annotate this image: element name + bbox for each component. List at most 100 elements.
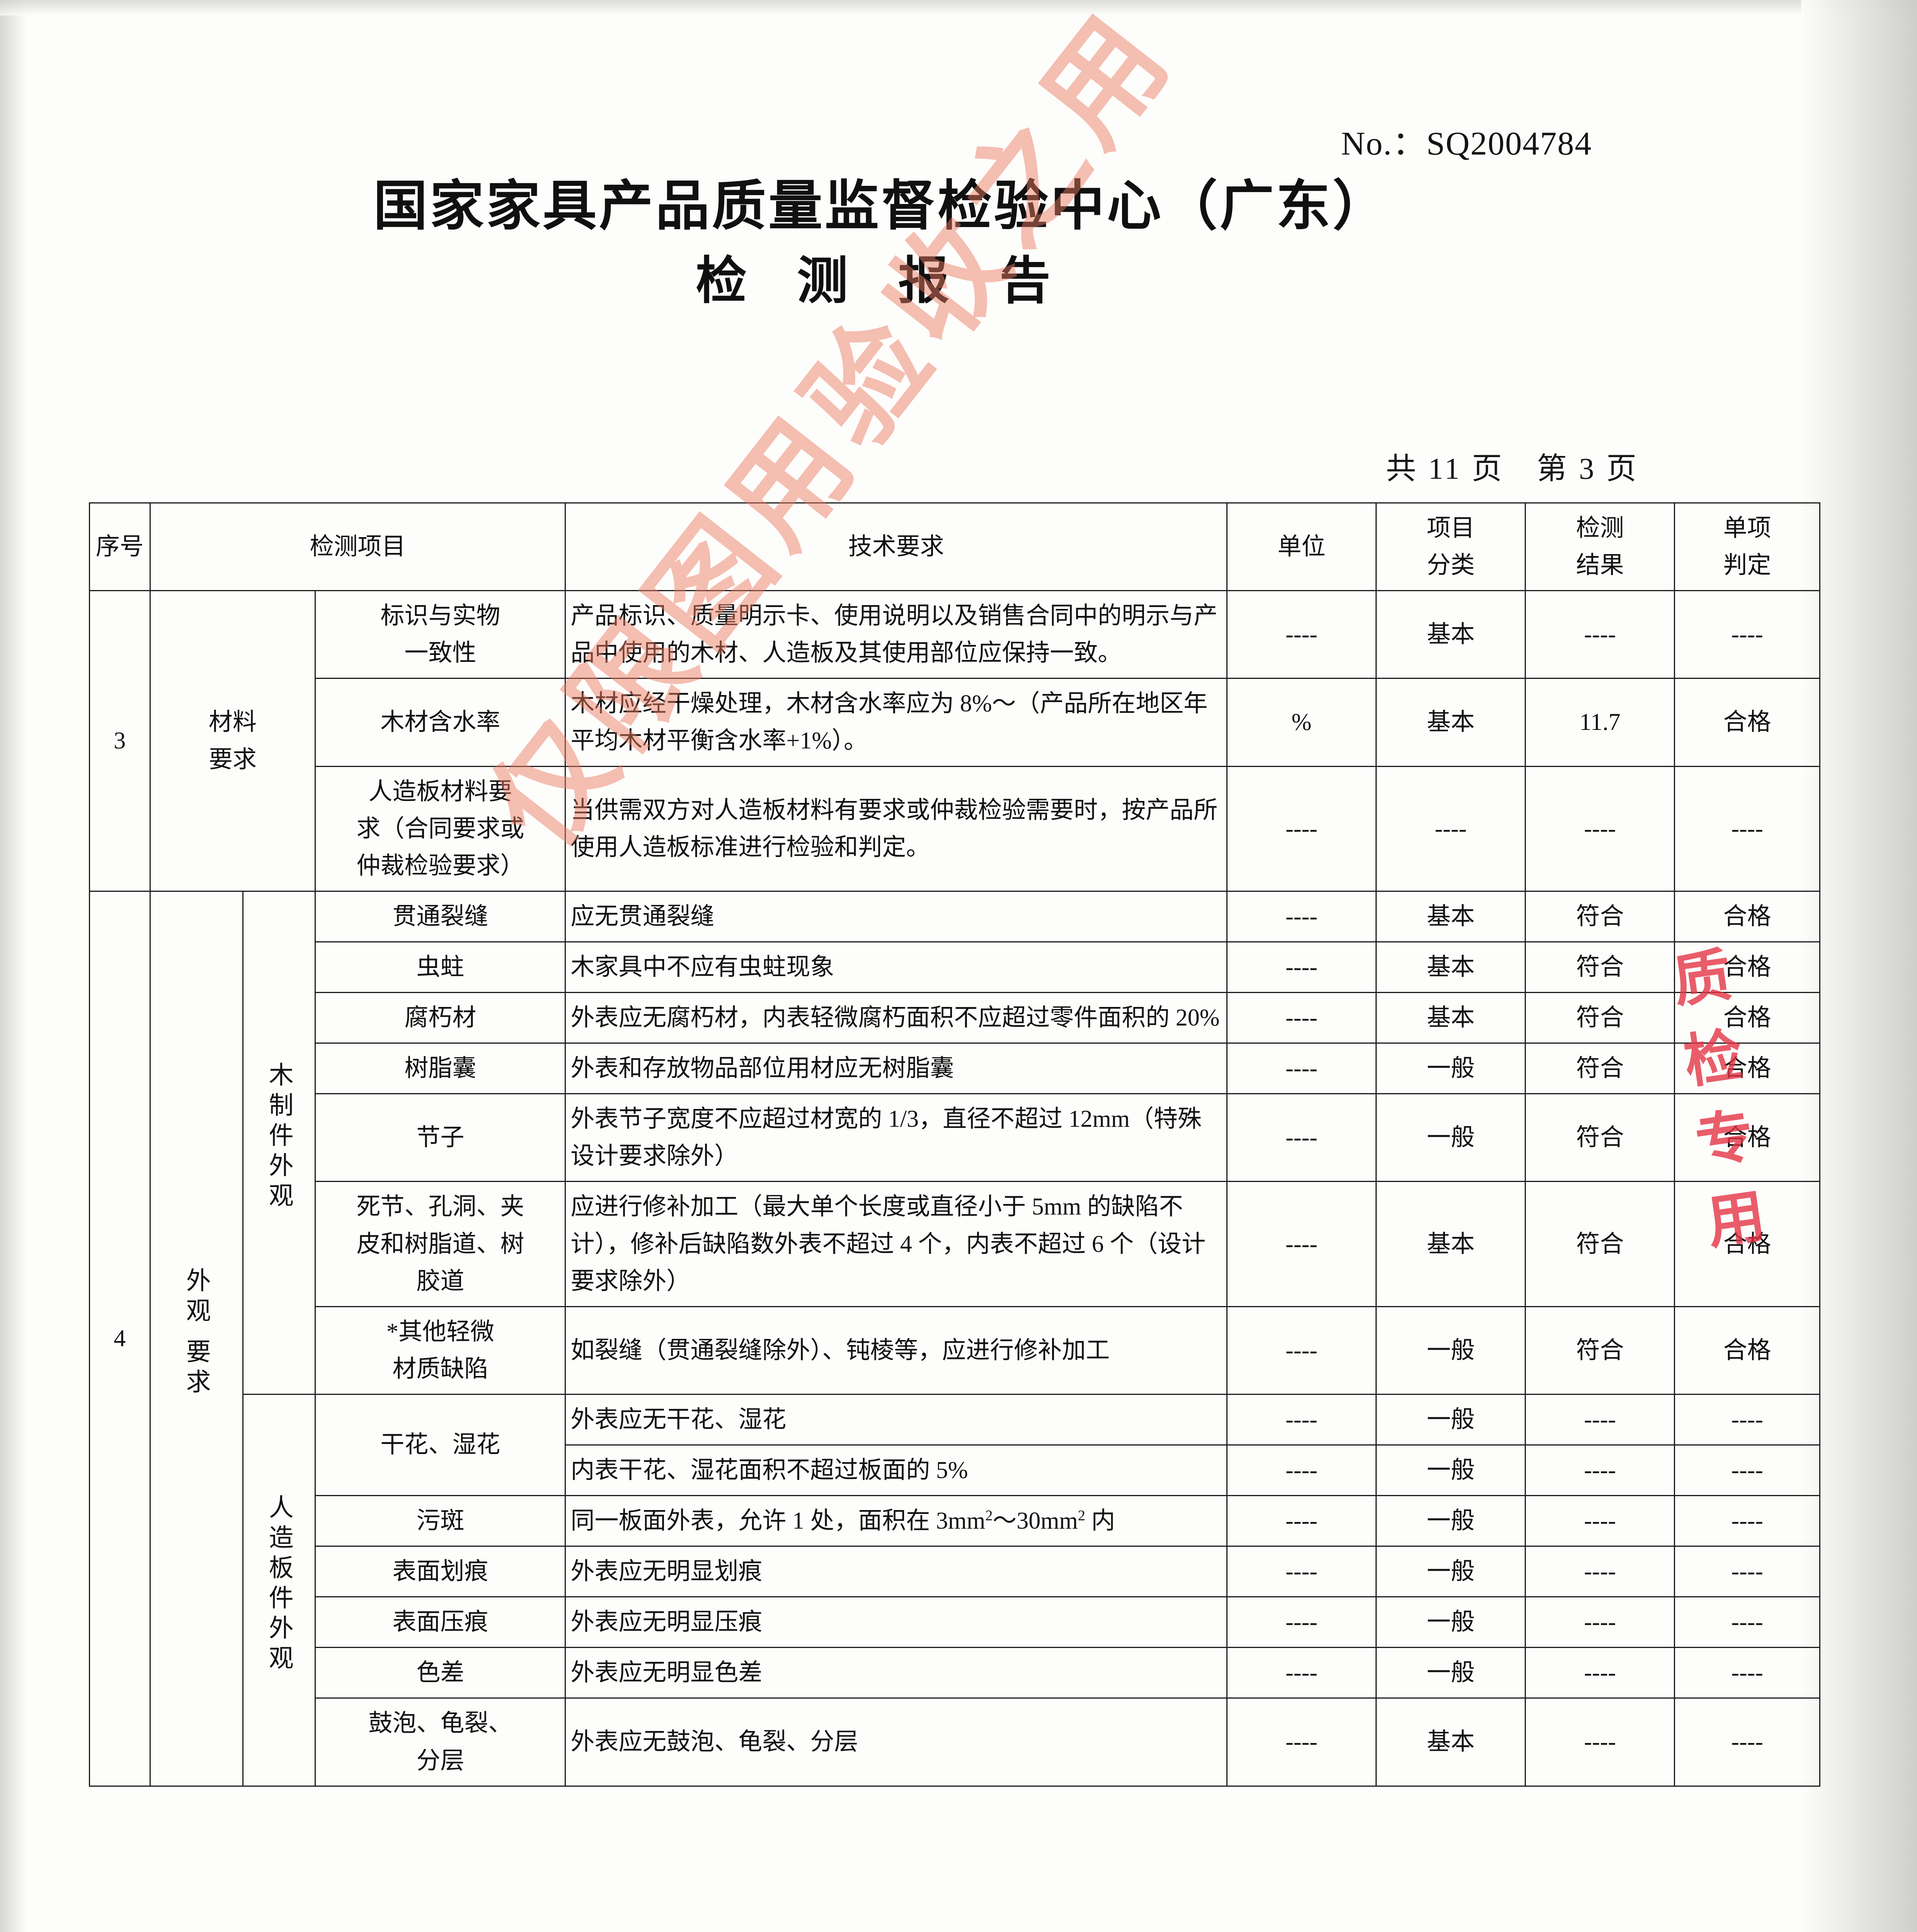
unit-value: ---- [1226, 1546, 1377, 1598]
item-name: 标识与实物 一致性 [315, 590, 566, 679]
class-value: 一般 [1376, 1546, 1526, 1598]
item-name: 表面压痕 [315, 1596, 566, 1648]
table-header-row: 序号 检测项目 技术要求 单位 项目 分类 检测 结果 单项 判定 [89, 502, 1820, 592]
verdict-value: ---- [1674, 1697, 1820, 1787]
item-name: 污斑 [315, 1495, 566, 1547]
item-name: 色差 [315, 1647, 566, 1699]
result-value: 符合 [1525, 1093, 1675, 1182]
table-row: 表面划痕 外表应无明显划痕 ---- 一般 ---- ---- [90, 1546, 1820, 1598]
table-row: 3 材料 要求 标识与实物 一致性 产品标识、质量明示卡、使用说明以及销售合同中… [89, 590, 1820, 892]
requirement-text: 外表应无明显色差 [565, 1647, 1227, 1699]
verdict-value: ---- [1674, 1546, 1820, 1598]
table-row: 树脂囊 外表和存放物品部位用材应无树脂囊 ---- 一般 符合 合格 [90, 1043, 1820, 1095]
requirement-text: 内表干花、湿花面积不超过板面的 5% [565, 1444, 1227, 1497]
inspection-table: 序号 检测项目 技术要求 单位 项目 分类 检测 结果 单项 判定 [89, 502, 1820, 1787]
table-row: 人造板件外观 干花、湿花 外表应无干花、湿花 ---- 一般 ---- ---- [90, 1393, 1820, 1787]
verdict-value: 合格 [1674, 992, 1820, 1044]
section-group-4-label: 外观 [182, 1267, 210, 1328]
table-row: 死节、孔洞、夹 皮和树脂道、树 胶道 应进行修补加工（最大单个长度或直径小于 5… [90, 1181, 1820, 1307]
item-name-line2: 皮和树脂道、树 [356, 1231, 524, 1257]
requirement-text: 外表和存放物品部位用材应无树脂囊 [565, 1043, 1227, 1095]
requirement-text: 同一板面外表，允许 1 处，面积在 3mm2～30mm2 内 [565, 1495, 1227, 1547]
table-row: 4 外观 要求 木制件外观 贯通裂缝 应无贯通裂缝 ---- 基本 符合 合格 [89, 890, 1820, 1787]
table-row: 鼓泡、龟裂、 分层 外表应无鼓泡、龟裂、分层 ---- 基本 ---- ---- [90, 1697, 1820, 1787]
item-name: 人造板材料要 求（合同要求或 仲裁检验要求） [315, 765, 566, 892]
scan-edge-left [0, 0, 27, 1932]
col-header-result-line2: 结果 [1576, 552, 1624, 579]
result-value: 符合 [1525, 1181, 1675, 1307]
verdict-value: ---- [1674, 590, 1820, 679]
section-group-4: 外观 要求 [149, 890, 243, 1787]
requirement-text: 外表应无明显压痕 [565, 1596, 1227, 1648]
requirement-text: 木家具中不应有虫蛀现象 [565, 941, 1227, 993]
col-header-result: 检测 结果 [1525, 502, 1675, 592]
result-value: ---- [1525, 1697, 1675, 1787]
col-header-class: 项目 分类 [1376, 502, 1526, 592]
organization-title: 国家家具产品质量监督检验中心（广东） [373, 175, 1389, 238]
item-name-line2: 一致性 [404, 640, 477, 667]
unit-value: ---- [1226, 890, 1377, 942]
item-name-line1: 人造板材料要 [368, 778, 512, 805]
class-value: 基本 [1376, 890, 1526, 942]
col-header-verdict-line2: 判定 [1723, 552, 1771, 579]
requirement-part-1: 同一板面外表，允许 1 处，面积在 3mm [570, 1508, 986, 1534]
result-value: ---- [1525, 1495, 1675, 1547]
class-value: 基本 [1376, 992, 1526, 1044]
verdict-value: ---- [1674, 1596, 1820, 1648]
verdict-value: 合格 [1674, 890, 1820, 942]
item-name-line1: *其他轻微 [386, 1318, 494, 1345]
result-value: 符合 [1525, 992, 1675, 1044]
verdict-value: 合格 [1674, 678, 1820, 767]
requirement-text: 外表应无腐朽材，内表轻微腐朽面积不应超过零件面积的 20% [565, 992, 1227, 1044]
requirement-text: 外表应无明显划痕 [565, 1546, 1227, 1598]
subgroup-panel-parts-label: 人造板件外观 [265, 1494, 293, 1675]
unit-value: ---- [1226, 1495, 1377, 1547]
unit-value: ---- [1226, 1444, 1377, 1497]
col-header-class-line1: 项目 [1427, 515, 1475, 541]
section-seq-3: 3 [89, 590, 151, 892]
col-header-item: 检测项目 [149, 502, 566, 592]
unit-value: ---- [1226, 1043, 1377, 1095]
verdict-value: ---- [1674, 765, 1820, 892]
unit-value: ---- [1226, 941, 1377, 993]
requirement-sup-1: 2 [985, 1507, 993, 1524]
class-value: 一般 [1376, 1393, 1526, 1446]
verdict-value: ---- [1674, 1444, 1820, 1497]
requirement-text: 外表应无鼓泡、龟裂、分层 [565, 1697, 1227, 1787]
unit-value: ---- [1226, 1596, 1377, 1648]
col-header-verdict-line1: 单项 [1723, 515, 1771, 541]
result-value: 符合 [1525, 890, 1675, 942]
class-value: 基本 [1376, 1697, 1526, 1787]
result-value: 11.7 [1525, 678, 1675, 767]
verdict-value: 合格 [1674, 1306, 1820, 1395]
result-value: ---- [1525, 1393, 1675, 1446]
unit-value: ---- [1226, 590, 1377, 679]
class-value: 基本 [1376, 1181, 1526, 1307]
unit-value: ---- [1226, 765, 1377, 892]
item-name: 干花、湿花 [315, 1393, 566, 1497]
unit-value: % [1226, 678, 1377, 767]
table-row: 污斑 同一板面外表，允许 1 处，面积在 3mm2～30mm2 内 ---- 一… [90, 1495, 1820, 1547]
report-title: 检 测 报 告 [696, 251, 1067, 311]
verdict-value: ---- [1674, 1495, 1820, 1547]
result-value: 符合 [1525, 941, 1675, 993]
subgroup-wood-parts: 木制件外观 [242, 890, 316, 1395]
col-header-seq: 序号 [89, 502, 151, 592]
col-header-requirement: 技术要求 [565, 502, 1227, 592]
subgroup-panel-parts: 人造板件外观 [242, 1393, 316, 1787]
item-name-line1: 鼓泡、龟裂、 [368, 1710, 512, 1737]
section-group-4-label2: 要求 [182, 1338, 210, 1399]
requirement-text: 应无贯通裂缝 [565, 890, 1227, 942]
item-name-line2: 分层 [416, 1747, 465, 1774]
class-value: 基本 [1376, 590, 1526, 679]
requirement-text: 外表应无干花、湿花 [565, 1393, 1227, 1446]
item-name-line1: 死节、孔洞、夹 [356, 1194, 524, 1220]
scan-edge-right [1801, 0, 1917, 1932]
requirement-part-3: 内 [1085, 1508, 1115, 1534]
result-value: ---- [1525, 765, 1675, 892]
result-value: ---- [1525, 1647, 1675, 1699]
item-name: 腐朽材 [315, 992, 566, 1044]
requirement-text: 木材应经干燥处理，木材含水率应为 8%～（产品所在地区年平均木材平衡含水率+1%… [565, 678, 1227, 767]
col-header-verdict: 单项 判定 [1674, 502, 1820, 592]
col-header-result-line1: 检测 [1576, 515, 1624, 541]
